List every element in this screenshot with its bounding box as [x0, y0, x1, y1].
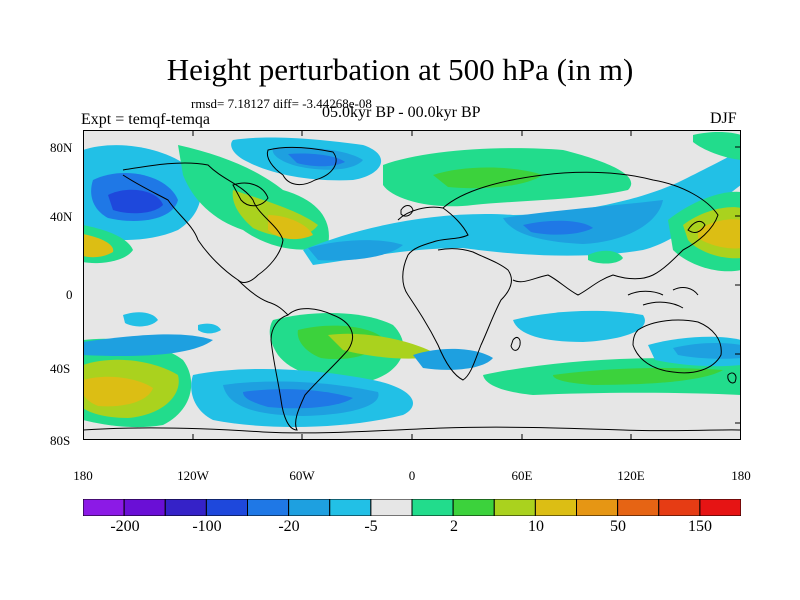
lon-label-180e: 180 [731, 468, 751, 483]
colorbar-box [534, 499, 578, 516]
map-plot [83, 130, 741, 440]
antarctica-coast [83, 426, 741, 434]
colorbar-label-150: 150 [688, 518, 712, 535]
colorbar-box [370, 499, 413, 516]
colorbar-box [329, 499, 372, 516]
colorbar-box [699, 499, 741, 516]
colorbar-label-minus-20: -20 [278, 518, 300, 535]
colorbar-label-50: 50 [610, 518, 626, 535]
lat-label-80n: 80N [50, 140, 73, 155]
colorbar-box [617, 499, 660, 516]
south-asia-positive [588, 250, 623, 264]
plot-title: Height perturbation at 500 hPa (in m) [166, 52, 634, 87]
colorbar-label-minus-200: -200 [110, 518, 140, 535]
lon-label-180w: 180 [73, 468, 93, 483]
lat-label-40s: 40S [50, 361, 71, 376]
south-indian-negative [513, 310, 645, 342]
colorbar-box [123, 499, 166, 516]
australia-negative-core [673, 343, 741, 359]
west-pacific-positive-west-core [83, 234, 114, 258]
lon-label-60w: 60W [289, 468, 315, 483]
lon-label-120w: 120W [177, 468, 209, 483]
madagascar-coast [510, 337, 521, 351]
lat-label-40n: 40N [50, 209, 73, 224]
mid-atlantic-negative [308, 240, 403, 261]
colorbar-box [83, 499, 125, 516]
season-label: DJF [710, 110, 737, 127]
colorbar-boxes [83, 499, 741, 516]
west-pacific-positive-core [698, 219, 741, 249]
lon-ticks [192, 130, 632, 440]
period-label: 05.0kyr BP - 00.0kyr BP [322, 104, 481, 121]
arctic-eurasia-core [433, 167, 543, 189]
colorbar-box [493, 499, 536, 516]
southern-ocean-negative-core [243, 389, 353, 409]
coastlines [83, 146, 741, 434]
lon-label-0: 0 [408, 468, 416, 483]
rmsd-stats: rmsd= 7.18127 diff= -3.44268e-08 [191, 96, 372, 111]
arctic-cap-positive [693, 131, 741, 160]
lat-label-0: 0 [66, 287, 73, 302]
lat-ticks [735, 146, 741, 424]
colorbar-box [658, 499, 701, 516]
indonesia-coast [627, 287, 699, 309]
eurasia-negative-belt [303, 150, 741, 265]
greenland-negative-center [288, 153, 345, 167]
colorbar-box [288, 499, 331, 516]
colorbar-label-10: 10 [528, 518, 544, 535]
experiment-label: Expt = temqf-temqa [81, 111, 210, 128]
north-america-coast [122, 162, 284, 283]
eurasia-coast [442, 171, 719, 296]
lon-label-120e: 120E [617, 468, 645, 483]
europe-africa-coast [397, 206, 512, 381]
uk-coast [400, 205, 414, 217]
south-pacific-positive-core [83, 376, 153, 407]
south-indian-positive-core [553, 367, 723, 385]
australia-coast [632, 319, 722, 374]
colorbar-box [205, 499, 249, 516]
north-pacific-center [108, 189, 163, 214]
colorbar [83, 499, 741, 516]
new-zealand-coast [727, 372, 737, 384]
contour-fills [83, 130, 741, 440]
colorbar-box [247, 499, 290, 516]
colorbar-label-minus-5: -5 [364, 518, 378, 535]
colorbar-box [411, 499, 454, 516]
south-pacific-negative-band [83, 334, 213, 357]
lon-label-60e: 60E [511, 468, 533, 483]
hudson-bay-coast [232, 182, 269, 207]
colorbar-box [452, 499, 495, 516]
colorbar-box [576, 499, 619, 516]
colorbar-label-2: 2 [450, 518, 458, 535]
greenland-coast [266, 146, 337, 186]
lat-label-80s: 80S [50, 433, 71, 448]
south-atlantic-strip [328, 333, 438, 359]
north-pacific-blob [123, 312, 158, 327]
east-pacific-blob [198, 323, 221, 334]
colorbar-label-minus-100: -100 [192, 518, 222, 535]
central-america-coast [237, 279, 289, 316]
japan-coast [687, 220, 706, 233]
central-asia-center [523, 220, 593, 235]
colorbar-box [164, 499, 207, 516]
south-america-coast [270, 308, 353, 431]
